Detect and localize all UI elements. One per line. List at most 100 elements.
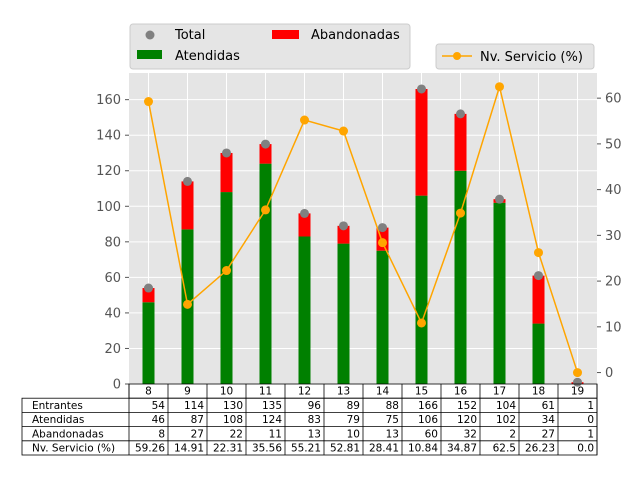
service-level-point bbox=[378, 238, 387, 248]
total-marker bbox=[573, 377, 582, 387]
table-cell: 14.91 bbox=[174, 443, 204, 455]
table-header-category: 16 bbox=[454, 386, 468, 398]
service-level-line bbox=[147, 83, 579, 373]
table-cell: 135 bbox=[262, 400, 282, 412]
table-cell: 59.26 bbox=[135, 443, 165, 455]
y-left-tick-label: 60 bbox=[104, 271, 121, 286]
right-axis: 0 10 20 30 40 50 60 bbox=[597, 92, 622, 381]
table-cell: 124 bbox=[262, 414, 282, 426]
table-cell: 60 bbox=[425, 428, 438, 440]
service-level-point bbox=[417, 318, 426, 328]
table-cell: 1 bbox=[587, 428, 594, 440]
table-cell: 26.23 bbox=[525, 443, 555, 455]
table-cell: 8 bbox=[158, 428, 165, 440]
y-left-tick-label: 80 bbox=[104, 235, 121, 250]
service-level-point bbox=[261, 205, 270, 215]
service-level-point bbox=[456, 208, 465, 218]
bar-abandonadas bbox=[142, 288, 155, 303]
table-header-category: 10 bbox=[220, 386, 233, 398]
bar-abandonadas bbox=[220, 152, 233, 193]
table-cell: 22 bbox=[230, 428, 243, 440]
y-left-tick-label: 120 bbox=[96, 164, 121, 179]
table-cell: 104 bbox=[496, 400, 516, 412]
table-cell: 62.5 bbox=[493, 443, 516, 455]
total-marker bbox=[222, 148, 231, 158]
legend-right: Nv. Servicio (%) bbox=[435, 43, 595, 70]
bar-abandonadas bbox=[454, 113, 467, 171]
bar-atendidas bbox=[532, 323, 545, 384]
service-level-point bbox=[573, 368, 582, 378]
service-level-point bbox=[495, 82, 504, 92]
service-level-point bbox=[300, 115, 309, 125]
legend-left: Total Atendidas Abandonadas bbox=[129, 23, 411, 70]
legend-abandonadas-label: Abandonadas bbox=[311, 28, 400, 43]
table-cell: 22.31 bbox=[213, 443, 243, 455]
bar-atendidas bbox=[454, 170, 467, 384]
table-cell: 0.0 bbox=[577, 443, 594, 455]
bar-abandonadas bbox=[298, 213, 311, 237]
bar-abandonadas bbox=[181, 181, 194, 230]
y-right-tick-label: 30 bbox=[605, 229, 622, 244]
table-cell: 61 bbox=[542, 400, 555, 412]
total-marker bbox=[339, 221, 348, 231]
service-level-point bbox=[144, 97, 153, 107]
table-cell: 83 bbox=[308, 414, 321, 426]
bar-abandonadas bbox=[415, 88, 428, 196]
bar-atendidas bbox=[259, 163, 272, 384]
y-left-tick-label: 20 bbox=[104, 342, 121, 357]
table-cell: 35.56 bbox=[252, 443, 282, 455]
table-cell: 87 bbox=[191, 414, 204, 426]
service-level-point bbox=[183, 299, 192, 309]
legend-service-marker bbox=[453, 52, 461, 60]
y-left-tick-label: 140 bbox=[96, 129, 121, 144]
legend-atendidas-label: Atendidas bbox=[175, 49, 240, 64]
table-header-category: 14 bbox=[376, 386, 390, 398]
y-right-tick-label: 40 bbox=[605, 183, 622, 198]
y-left-tick-label: 40 bbox=[104, 306, 121, 321]
y-left-tick-label: 100 bbox=[96, 200, 121, 215]
table-cell: 152 bbox=[457, 400, 477, 412]
table-header-category: 15 bbox=[415, 386, 428, 398]
table-cell: 166 bbox=[418, 400, 438, 412]
table-cell: 120 bbox=[457, 414, 477, 426]
bar-atendidas bbox=[337, 243, 350, 384]
table-cell: 34.87 bbox=[447, 443, 477, 455]
table-header-category: 18 bbox=[532, 386, 545, 398]
bar-atendidas bbox=[220, 192, 233, 384]
table-cell: 79 bbox=[347, 414, 360, 426]
bar-atendidas bbox=[493, 202, 506, 384]
table-header-category: 17 bbox=[493, 386, 506, 398]
table-cell: 13 bbox=[386, 428, 399, 440]
service-level-line-group bbox=[144, 82, 582, 378]
table-cell: 1 bbox=[587, 400, 594, 412]
legend-total-label: Total bbox=[174, 28, 205, 43]
y-left-tick-label: 160 bbox=[96, 93, 121, 108]
y-right-tick-label: 50 bbox=[605, 137, 622, 152]
y-right-tick-label: 60 bbox=[605, 92, 622, 107]
table-header-category: 13 bbox=[337, 386, 350, 398]
total-markers-group bbox=[144, 84, 582, 387]
bar-abandonadas bbox=[532, 275, 545, 324]
table-row-label: Nv. Servicio (%) bbox=[32, 443, 115, 455]
table-header-category: 9 bbox=[184, 386, 191, 398]
y-right-tick-label: 0 bbox=[605, 366, 613, 381]
table-cell: 102 bbox=[496, 414, 516, 426]
total-marker bbox=[261, 139, 270, 149]
table-cell: 0 bbox=[587, 414, 594, 426]
y-right-tick-label: 10 bbox=[605, 320, 622, 335]
total-marker bbox=[495, 194, 504, 204]
table-header-category: 8 bbox=[145, 386, 152, 398]
service-level-point bbox=[339, 126, 348, 136]
table-header-category: 12 bbox=[298, 386, 311, 398]
table-cell: 10 bbox=[347, 428, 360, 440]
table-cell: 28.41 bbox=[369, 443, 399, 455]
table-cell: 32 bbox=[464, 428, 477, 440]
plot-area bbox=[129, 73, 597, 384]
bar-atendidas bbox=[298, 236, 311, 384]
total-marker bbox=[534, 271, 543, 281]
table-cell: 96 bbox=[308, 400, 322, 412]
table-cell: 27 bbox=[191, 428, 204, 440]
table-cell: 11 bbox=[269, 428, 282, 440]
